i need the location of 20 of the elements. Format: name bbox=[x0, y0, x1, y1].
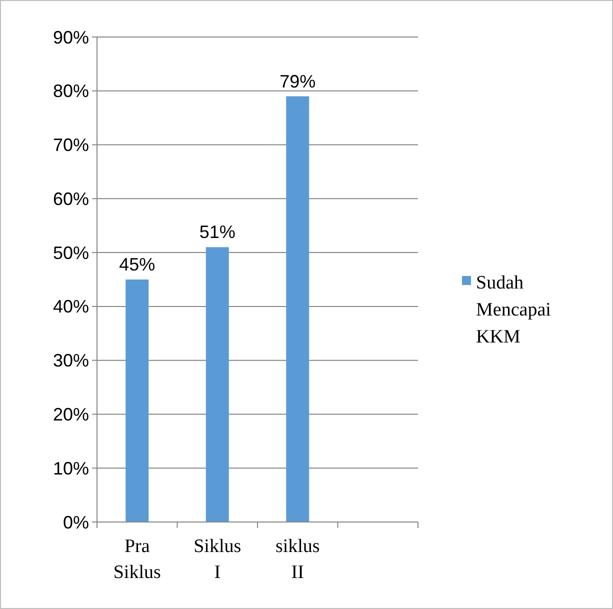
y-tick-label: 90% bbox=[52, 27, 89, 48]
y-tick-label: 0% bbox=[62, 512, 89, 532]
x-tick-label: Pra Siklus bbox=[113, 536, 161, 583]
y-tick-label: 20% bbox=[52, 404, 89, 425]
x-tick-label: Siklus I bbox=[194, 536, 242, 583]
y-tick-label: 30% bbox=[52, 350, 89, 371]
bar bbox=[206, 247, 229, 522]
data-label: 51% bbox=[199, 222, 236, 242]
legend-label: Sudah Mencapai KKM bbox=[476, 272, 551, 348]
x-tick-label: siklus II bbox=[275, 536, 320, 583]
bar bbox=[286, 96, 310, 522]
bar bbox=[126, 280, 149, 522]
data-label: 79% bbox=[280, 71, 316, 92]
y-tick-label: 10% bbox=[52, 458, 89, 478]
y-tick-label: 80% bbox=[52, 81, 89, 102]
y-tick-label: 50% bbox=[52, 242, 89, 263]
y-tick-label: 70% bbox=[52, 135, 89, 156]
y-tick-label: 40% bbox=[52, 296, 89, 317]
data-label: 45% bbox=[119, 254, 156, 274]
y-tick-label: 60% bbox=[52, 188, 89, 209]
